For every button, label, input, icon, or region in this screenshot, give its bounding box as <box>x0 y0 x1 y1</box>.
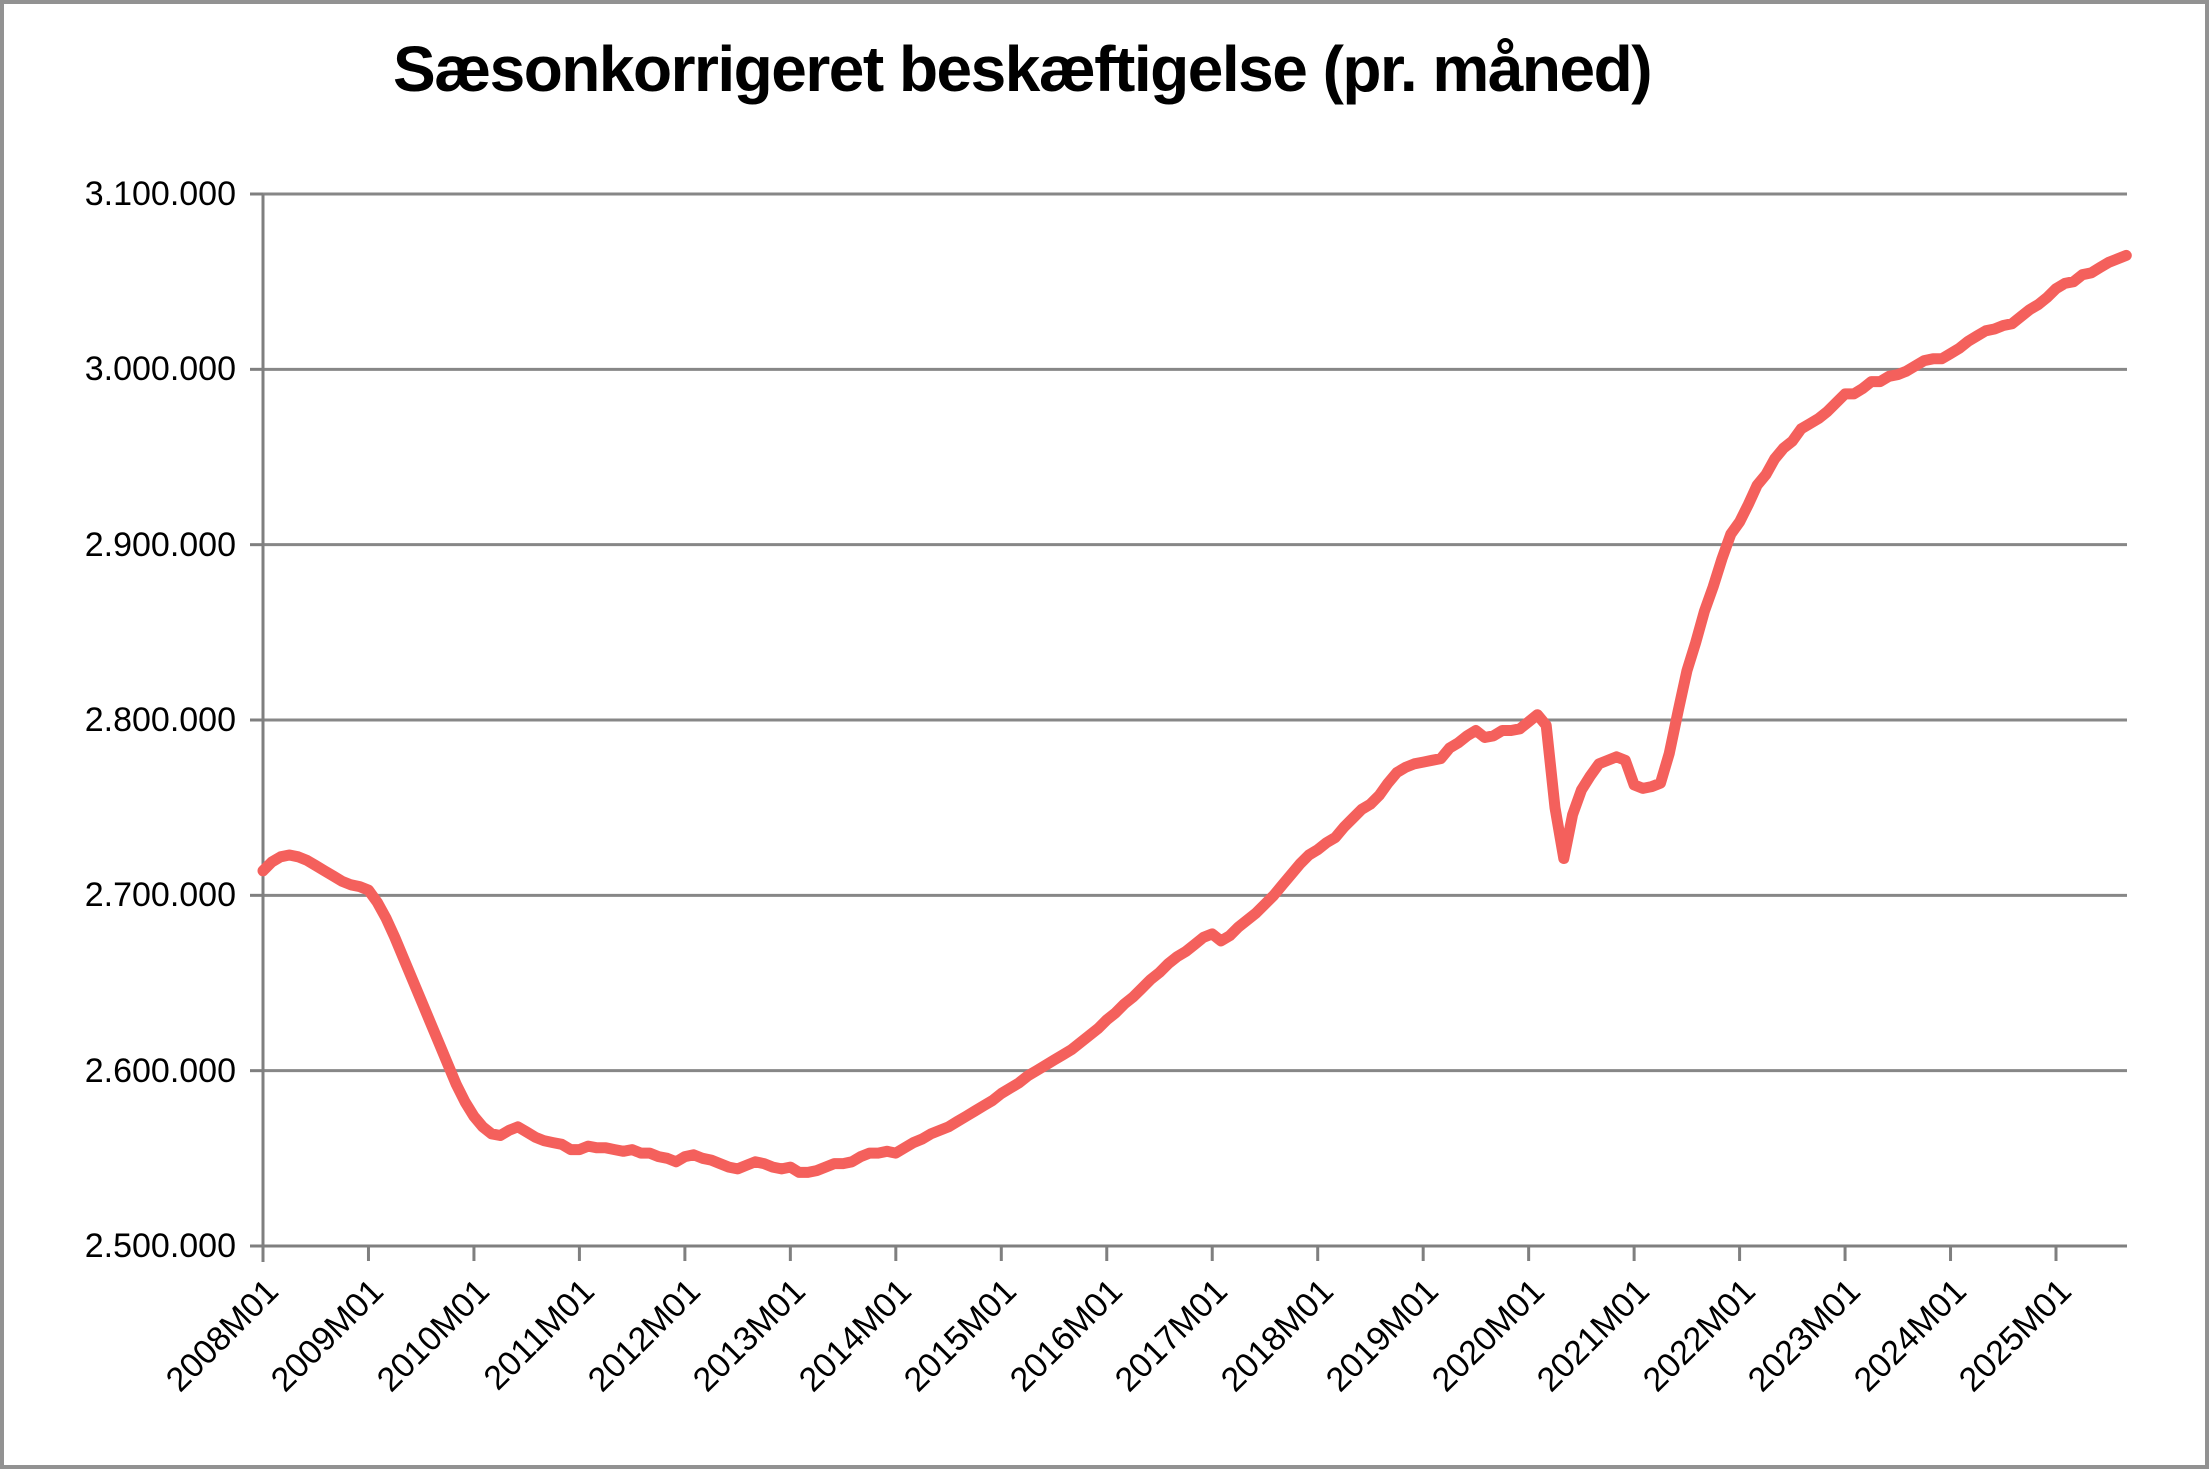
employment-line-series <box>257 249 2132 1178</box>
y-axis-label: 3.100.000 <box>84 175 236 213</box>
chart-title: Sæsonkorrigeret beskæftigelse (pr. måned… <box>393 33 1653 105</box>
y-axis-label: 2.900.000 <box>84 525 236 564</box>
y-axis-label: 2.700.000 <box>84 876 236 915</box>
plot-area <box>250 192 2132 1262</box>
y-axis-label: 2.500.000 <box>84 1227 236 1265</box>
y-axis-label: 2.800.000 <box>84 701 236 739</box>
y-axis-label: 3.000.000 <box>84 350 236 389</box>
y-axis-label: 2.600.000 <box>84 1051 236 1090</box>
